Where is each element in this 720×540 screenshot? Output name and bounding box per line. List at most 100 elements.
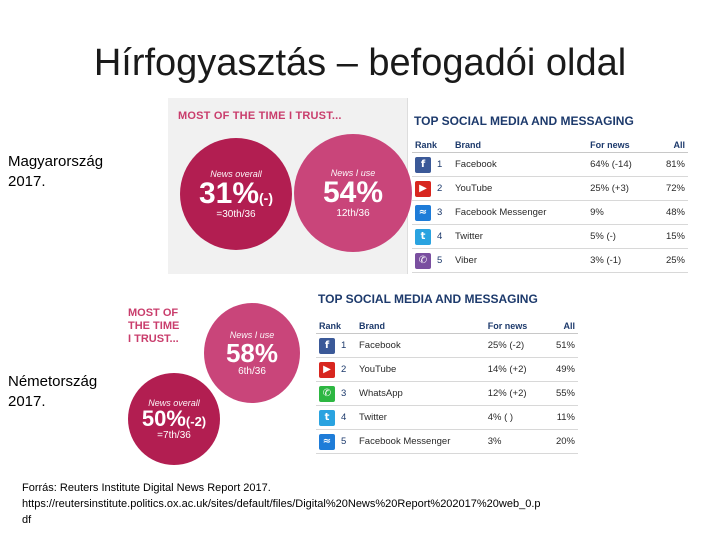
table-row: ≈3 Facebook Messenger 9% 48%: [412, 200, 688, 225]
table-title: TOP SOCIAL MEDIA AND MESSAGING: [318, 292, 538, 306]
news-overall-circle: News overall 50%(-2) =7th/36: [128, 373, 220, 465]
row-rank: 3: [434, 200, 452, 225]
row-brand: Twitter: [452, 224, 588, 249]
circle-rank: 12th/36: [336, 207, 370, 219]
row-rank: 3: [338, 381, 356, 406]
row-for-news: 14% (+2): [484, 357, 545, 382]
header-for-news: For news: [484, 319, 545, 334]
news-i-use-circle: News I use 54% 12th/36: [294, 134, 412, 252]
table-row: ✆ 3 WhatsApp 12% (+2) 55%: [316, 381, 578, 406]
row-rank: 1: [434, 152, 452, 177]
table-title: TOP SOCIAL MEDIA AND MESSAGING: [414, 114, 634, 128]
circle-label: News overall: [148, 397, 200, 408]
row-rank: 1: [338, 333, 356, 358]
hungary-panel: MOST OF THE TIME I TRUST... News overall…: [168, 98, 688, 274]
table-row: ▶ 2 YouTube 25% (+3) 72%: [412, 176, 688, 201]
trust-banner: MOST OF THE TIME I TRUST...: [178, 110, 342, 122]
circle-value: 58%: [225, 337, 279, 368]
circle-label: News overall: [210, 168, 262, 179]
trust-section: MOST OF THE TIME I TRUST... News overall…: [168, 98, 412, 274]
row-all: 48%: [653, 200, 688, 225]
row-all: 55%: [544, 381, 578, 406]
youtube-icon: ▶: [415, 180, 431, 197]
country-name: Németország: [8, 373, 98, 390]
circle-value: 50%(-2): [141, 405, 207, 431]
circle-label: News I use: [229, 329, 275, 340]
row-for-news: 5% (-): [587, 224, 654, 249]
slide-title: Hírfogyasztás – befogadói oldal: [93, 42, 627, 84]
twitter-icon: t: [319, 409, 335, 426]
news-i-use-circle: News I use 58% 6th/36: [204, 303, 300, 403]
row-all: 25%: [653, 248, 688, 273]
row-brand: Facebook: [452, 152, 588, 177]
source-text: Forrás: Reuters Institute Digital News R…: [22, 482, 271, 494]
row-all: 81%: [653, 152, 688, 177]
circle-value: 54%: [322, 175, 384, 209]
table-row: ≈5 Facebook Messenger 3% 20%: [316, 429, 578, 454]
country-year: 2017.: [8, 173, 46, 190]
table-row: t 4 Twitter 5% (-) 15%: [412, 224, 688, 249]
header-all: All: [653, 138, 688, 153]
row-brand: Facebook: [356, 333, 485, 358]
country-year: 2017.: [8, 393, 46, 410]
row-for-news: 9%: [587, 200, 654, 225]
youtube-icon: ▶: [319, 361, 335, 378]
header-rank: Rank: [316, 319, 356, 334]
source-citation: Forrás: Reuters Institute Digital News R…: [22, 480, 702, 528]
messenger-icon: ≈: [319, 433, 335, 450]
row-all: 51%: [544, 333, 578, 358]
row-all: 11%: [544, 405, 578, 430]
row-brand: Facebook Messenger: [452, 200, 588, 225]
header-all: All: [544, 319, 578, 334]
row-for-news: 64% (-14): [587, 152, 654, 177]
row-rank: 2: [434, 176, 452, 201]
country-label-hungary: Magyarország 2017.: [8, 152, 103, 192]
header-brand: Brand: [356, 319, 485, 334]
row-all: 72%: [653, 176, 688, 201]
row-brand: YouTube: [356, 357, 485, 382]
row-brand: Viber: [452, 248, 588, 273]
row-rank: 4: [434, 224, 452, 249]
circle-rank: 6th/36: [238, 365, 266, 377]
row-for-news: 12% (+2): [484, 381, 545, 406]
social-media-table: Rank Brand For news All f 1 Facebook 64% (-…: [412, 138, 688, 273]
whatsapp-icon: ✆: [319, 385, 335, 402]
row-brand: Twitter: [356, 405, 485, 430]
table-row: ✆ 5 Viber 3% (-1) 25%: [412, 248, 688, 273]
circle-value: 31%(-): [198, 176, 274, 210]
source-url[interactable]: https://reutersinstitute.politics.ox.ac.…: [22, 498, 541, 510]
table-row: ▶ 2 YouTube 14% (+2) 49%: [316, 357, 578, 382]
row-rank: 5: [338, 429, 356, 454]
row-rank: 2: [338, 357, 356, 382]
row-brand: Facebook Messenger: [356, 429, 485, 454]
row-all: 49%: [544, 357, 578, 382]
circle-rank: =7th/36: [157, 429, 191, 441]
circle-label: News I use: [330, 167, 376, 178]
header-for-news: For news: [587, 138, 654, 153]
table-row: f 1 Facebook 64% (-14) 81%: [412, 152, 688, 177]
messenger-icon: ≈: [415, 204, 431, 221]
facebook-icon: f: [319, 337, 335, 354]
twitter-icon: t: [415, 228, 431, 245]
viber-icon: ✆: [415, 252, 431, 269]
circle-rank: =30th/36: [216, 208, 256, 220]
country-label-germany: Németország 2017.: [8, 372, 97, 412]
header-rank: Rank: [412, 138, 452, 153]
row-brand: WhatsApp: [356, 381, 485, 406]
row-for-news: 3% (-1): [587, 248, 654, 273]
row-all: 20%: [544, 429, 578, 454]
row-brand: YouTube: [452, 176, 588, 201]
header-brand: Brand: [452, 138, 588, 153]
row-all: 15%: [653, 224, 688, 249]
trust-banner: MOST OF THE TIME I TRUST...: [128, 307, 180, 345]
table-row: f 1 Facebook 25% (-2) 51%: [316, 333, 578, 358]
table-row: t 4 Twitter 4% ( ) 11%: [316, 405, 578, 430]
news-overall-circle: News overall 31%(-) =30th/36: [180, 138, 292, 250]
country-name: Magyarország: [8, 153, 104, 170]
source-url-cont: df: [22, 514, 32, 526]
row-for-news: 25% (-2): [484, 333, 545, 358]
social-media-table: Rank Brand For news All f 1 Facebook 25% (-…: [316, 319, 578, 454]
row-for-news: 3%: [484, 429, 545, 454]
row-for-news: 25% (+3): [587, 176, 654, 201]
row-rank: 4: [338, 405, 356, 430]
